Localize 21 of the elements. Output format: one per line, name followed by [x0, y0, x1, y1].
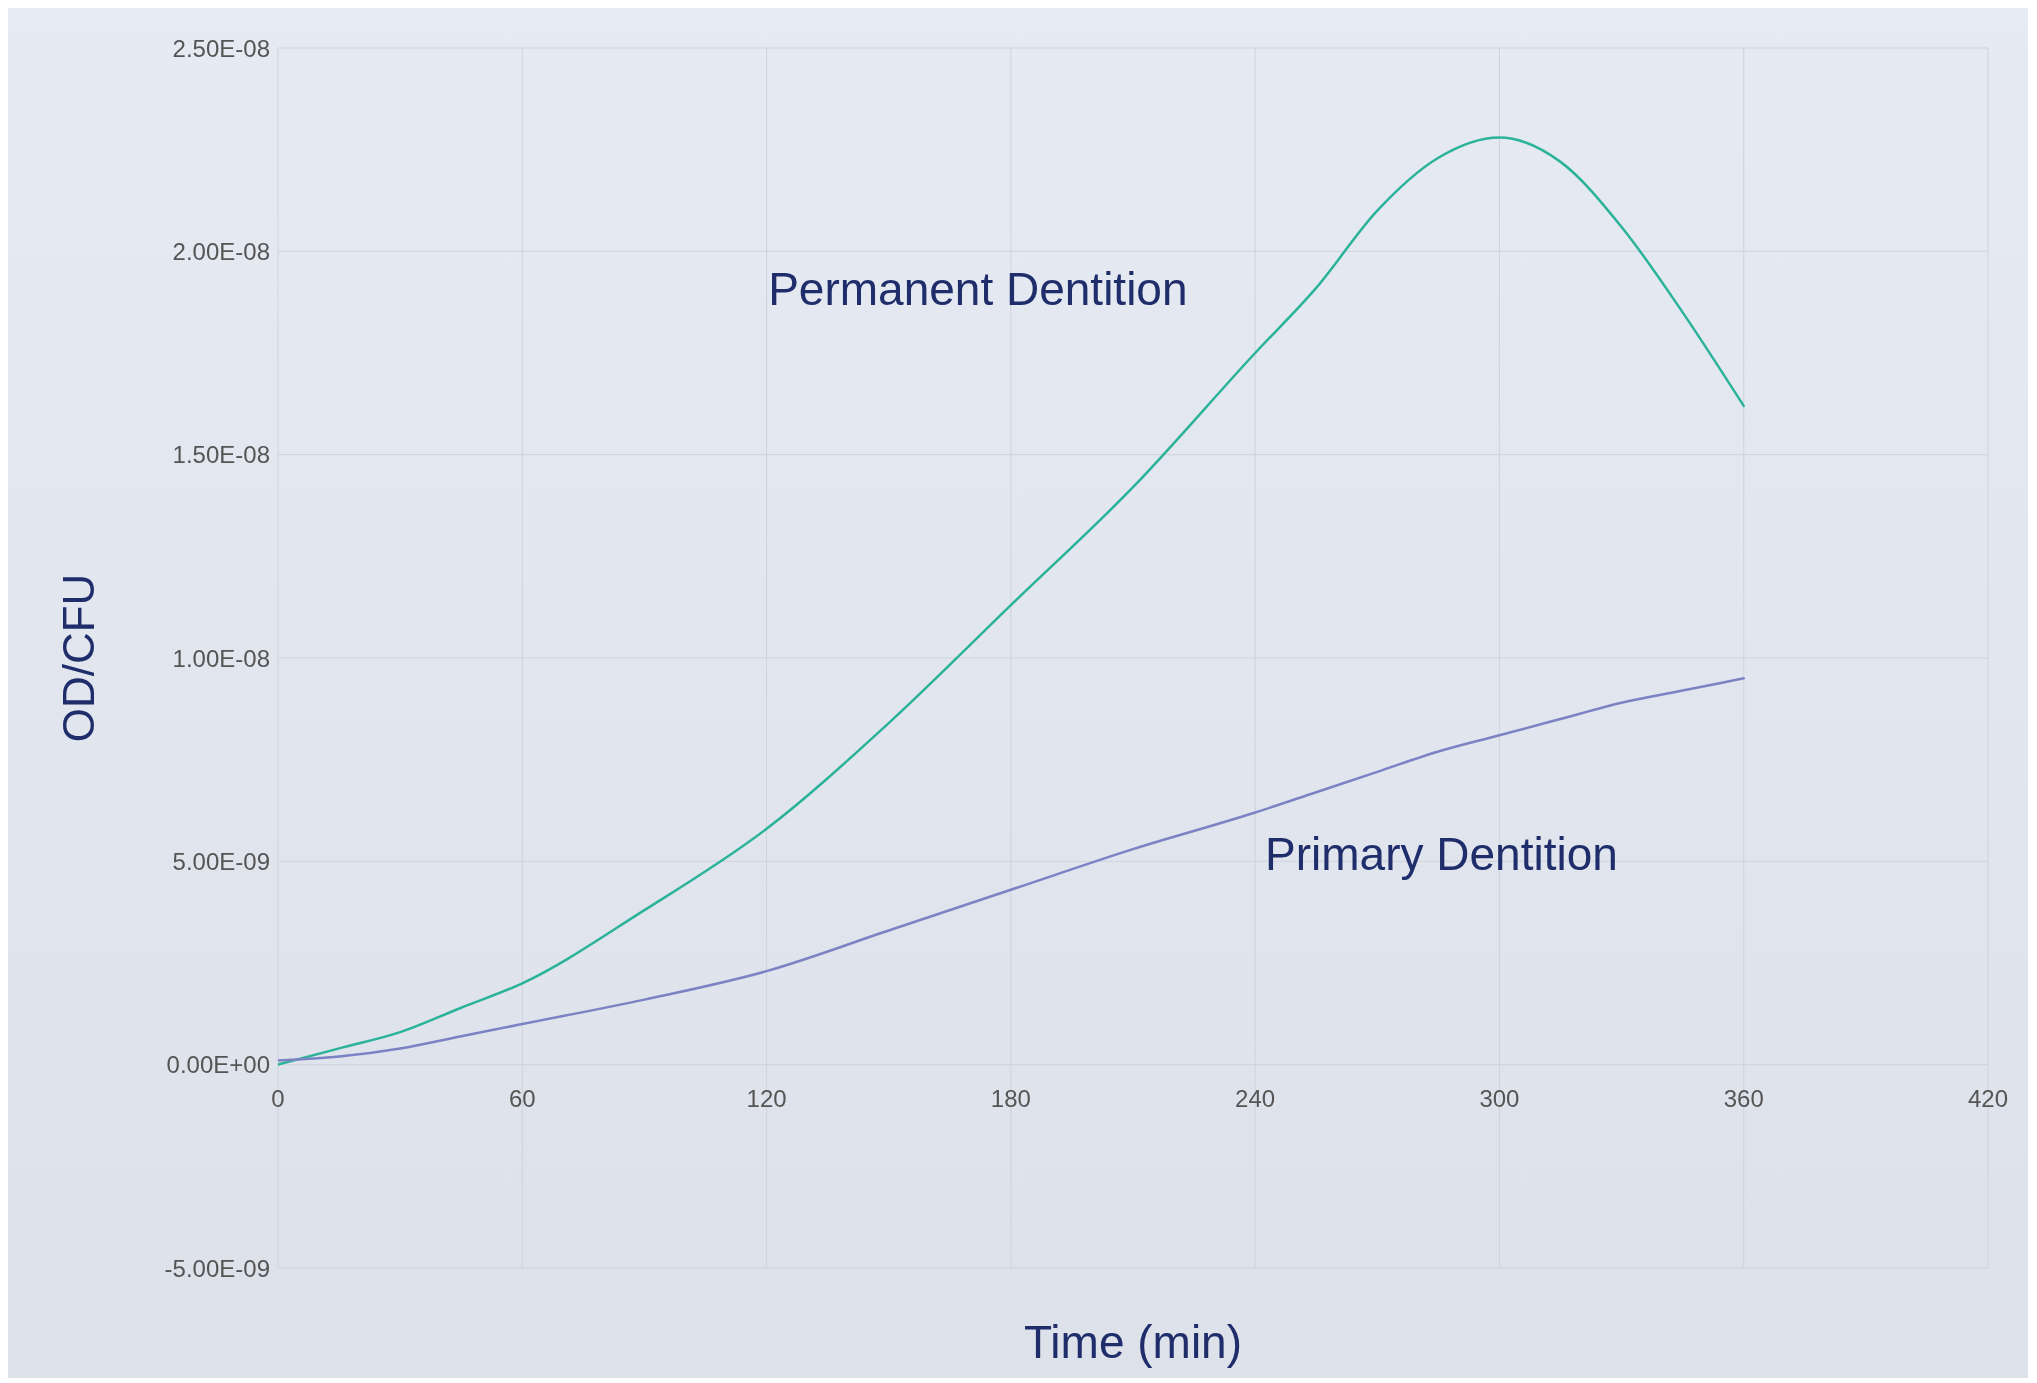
series-label: Permanent Dentition	[768, 263, 1188, 316]
series-label: Primary Dentition	[1265, 828, 1618, 881]
x-tick-label: 240	[1235, 1084, 1276, 1112]
y-tick-label: 2.00E-08	[172, 237, 270, 265]
x-tick-label: 420	[1967, 1084, 2009, 1112]
x-tick-label: 180	[990, 1084, 1031, 1112]
y-axis-title: OD/CFU	[53, 573, 103, 743]
y-tick-label: 5.00E-09	[172, 847, 270, 875]
x-axis-title: Time (min)	[1023, 1316, 1243, 1368]
x-tick-label: 60	[508, 1084, 536, 1112]
x-tick-label: 360	[1723, 1084, 1764, 1112]
line-series	[278, 677, 1745, 1062]
y-tick-label: 0.00E+00	[166, 1051, 270, 1079]
x-tick-label: 300	[1479, 1084, 1520, 1112]
x-tick-label: 120	[746, 1084, 787, 1112]
y-tick-label: 1.50E-08	[172, 441, 270, 469]
x-tick-label: 0	[271, 1084, 285, 1112]
y-tick-label: -5.00E-09	[164, 1254, 270, 1282]
line-series	[278, 136, 1745, 1066]
y-tick-label: 2.50E-08	[172, 34, 270, 62]
y-tick-label: 1.00E-08	[172, 644, 270, 672]
